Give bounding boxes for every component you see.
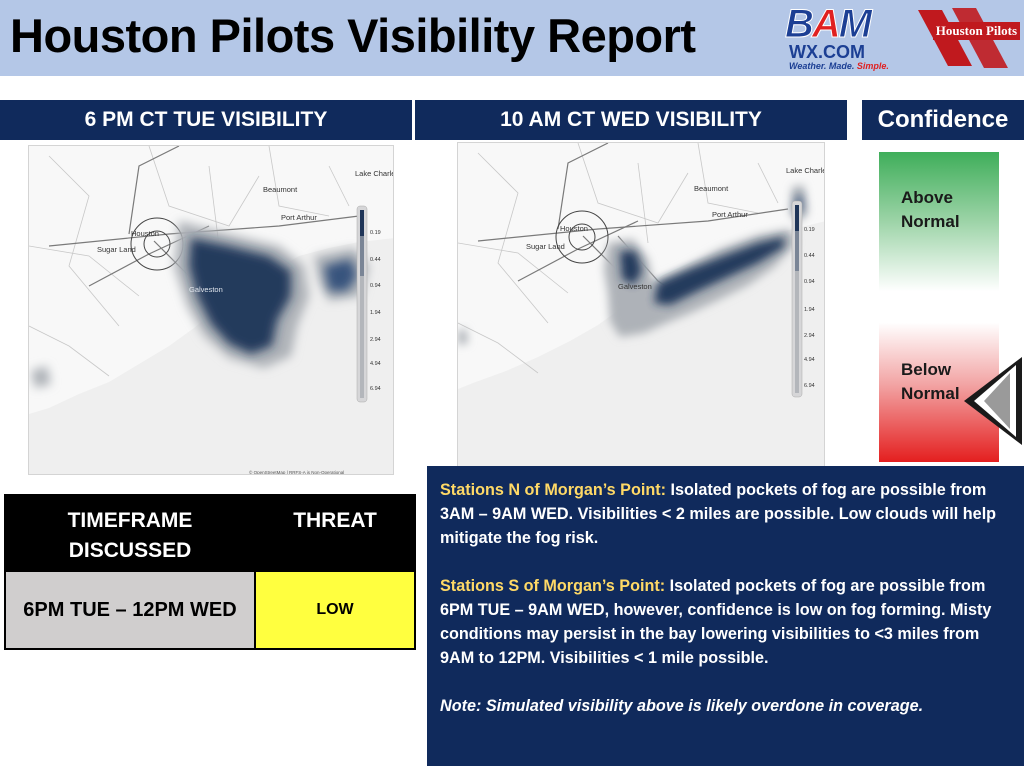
visibility-map-wed-10am: Lake Charle Beaumont Port Arthur Houston… [457,142,825,467]
map-label-sugar-land: Sugar Land [97,245,136,254]
legend-tick: 0.19 [804,227,815,233]
visibility-map-graphic: Lake Charle Beaumont Port Arthur Houston… [458,143,825,466]
visibility-map-tue-6pm: Lake Charle Beaumont Port Arthur Houston… [28,145,394,475]
threat-table: TIMEFRAME DISCUSSED THREAT 6PM TUE – 12P… [4,494,416,650]
map-label-port-arthur: Port Arthur [281,213,317,222]
map-label-port-arthur: Port Arthur [712,210,748,219]
legend-tick: 4.94 [804,357,815,363]
map-label-sugar-land: Sugar Land [526,242,565,251]
legend-tick: 2.94 [804,333,815,339]
legend-tick: 2.94 [370,337,381,343]
north-stations-label: Stations N of Morgan’s Point: [440,481,667,499]
south-stations-note: Stations S of Morgan’s Point: Isolated p… [440,574,1014,670]
map-label-houston: Houston [560,224,588,233]
bam-logo-a: A [811,2,841,47]
threat-level-badge: LOW [254,570,416,650]
map-label-galveston: Galveston [189,285,223,294]
left-map-title: 6 PM CT TUE VISIBILITY [0,100,412,140]
bam-logo-m: M [838,2,872,47]
legend-tick: 0.94 [804,279,815,285]
page-title: Houston Pilots Visibility Report [10,9,696,62]
bam-logo-b: B [785,2,815,47]
threat-header: THREAT [254,494,416,572]
visibility-legend: 0.19 0.44 0.94 1.94 2.94 4.94 6.94 [356,205,381,403]
legend-tick: 4.94 [370,361,381,367]
houston-pilots-logo-text: Houston Pilots [932,22,1020,40]
south-stations-label: Stations S of Morgan’s Point: [440,577,666,595]
south-stations-text: Isolated pockets of fog are possible fro… [440,577,992,667]
right-map-title: 10 AM CT WED VISIBILITY [415,100,847,140]
timeframe-header: TIMEFRAME DISCUSSED [4,494,256,572]
forecast-notes-panel: Stations N of Morgan’s Point: Isolated p… [427,466,1024,766]
confidence-below-label: Below Normal [901,360,960,403]
confidence-title: Confidence [862,100,1024,140]
map-label-lake-charles: Lake Charle [786,166,825,175]
map-label-houston: Houston [131,229,159,238]
bam-wx-logo: BAM WX.COM Weather. Made. Simple. [785,2,910,72]
legend-tick: 0.94 [370,283,381,289]
map-label-galveston: Galveston [618,282,652,291]
houston-pilots-logo: Houston Pilots [912,2,1024,74]
legend-tick: 1.94 [804,307,815,313]
visibility-legend: 0.19 0.44 0.94 1.94 2.94 4.94 6.94 [791,200,815,398]
confidence-indicator-arrow-icon [964,357,1022,445]
north-stations-note: Stations N of Morgan’s Point: Isolated p… [440,478,1014,550]
map-label-beaumont: Beaumont [694,184,729,193]
bam-logo-tagline: Weather. Made. [789,61,857,71]
bam-logo-domain: WX.COM [789,42,865,62]
map-label-beaumont: Beaumont [263,185,298,194]
visibility-map-graphic: Lake Charle Beaumont Port Arthur Houston… [29,146,394,475]
legend-tick: 6.94 [370,386,381,392]
confidence-above-label: Above Normal [901,188,960,231]
coverage-disclaimer: Note: Simulated visibility above is like… [440,697,924,715]
legend-tick: 0.44 [804,253,815,259]
north-stations-text: Isolated pockets of fog are possible fro… [440,481,997,547]
bam-logo-tagline-simple: Simple. [856,61,889,71]
legend-tick: 0.44 [370,257,381,263]
legend-tick: 1.94 [370,310,381,316]
timeframe-value: 6PM TUE – 12PM WED [4,570,256,650]
map-credit: © OpenStreetMap | RRFS-A is Non-Operatio… [249,469,344,475]
legend-tick: 0.19 [370,230,381,236]
map-label-lake-charles: Lake Charle [355,169,394,178]
header-bar: Houston Pilots Visibility Report BAM WX.… [0,0,1024,76]
legend-tick: 6.94 [804,383,815,389]
